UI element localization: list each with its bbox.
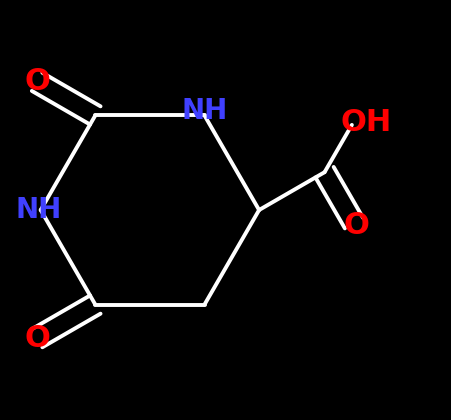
Text: O: O bbox=[24, 67, 50, 96]
Text: O: O bbox=[343, 211, 369, 240]
Text: NH: NH bbox=[15, 196, 62, 224]
Text: O: O bbox=[24, 324, 50, 353]
Text: NH: NH bbox=[181, 97, 228, 125]
Text: OH: OH bbox=[341, 108, 392, 137]
